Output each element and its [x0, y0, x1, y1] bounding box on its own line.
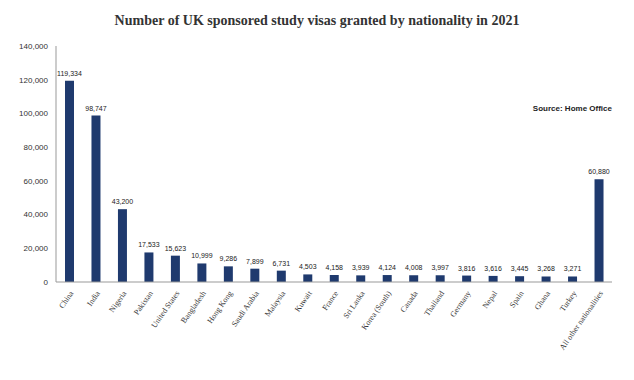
- svg-text:3,616: 3,616: [484, 265, 502, 272]
- svg-text:United States: United States: [149, 289, 181, 329]
- svg-text:Thailand: Thailand: [423, 289, 447, 317]
- svg-text:4,008: 4,008: [405, 264, 423, 271]
- svg-text:Nigeria: Nigeria: [107, 289, 128, 314]
- svg-text:60,000: 60,000: [24, 177, 49, 186]
- svg-text:3,445: 3,445: [511, 265, 529, 272]
- svg-text:3,939: 3,939: [352, 264, 370, 271]
- svg-text:Kuwait: Kuwait: [293, 289, 314, 314]
- svg-text:Korea (South): Korea (South): [360, 289, 394, 332]
- svg-text:Nepal: Nepal: [481, 289, 500, 310]
- svg-text:Turkey: Turkey: [558, 289, 578, 313]
- html-text:Source: Home Office: Source: Home Office: [532, 104, 612, 113]
- svg-text:France: France: [320, 289, 340, 312]
- svg-text:Spain: Spain: [508, 289, 526, 309]
- svg-text:60,880: 60,880: [588, 168, 610, 175]
- svg-text:Malaysia: Malaysia: [263, 289, 287, 319]
- svg-text:3,268: 3,268: [537, 265, 555, 272]
- svg-text:Sri Lanka: Sri Lanka: [341, 289, 367, 320]
- svg-text:98,747: 98,747: [85, 105, 107, 112]
- svg-text:40,000: 40,000: [24, 210, 49, 219]
- svg-text:15,623: 15,623: [165, 245, 187, 252]
- svg-text:4,503: 4,503: [299, 263, 317, 270]
- svg-text:China: China: [57, 289, 76, 310]
- svg-text:India: India: [85, 289, 102, 308]
- svg-text:Hong Kong: Hong Kong: [205, 289, 234, 325]
- svg-text:80,000: 80,000: [24, 143, 49, 152]
- svg-text:100,000: 100,000: [19, 109, 48, 118]
- svg-text:Canada: Canada: [399, 289, 420, 314]
- svg-text:Bangladesh: Bangladesh: [179, 289, 208, 325]
- svg-text:3,816: 3,816: [458, 265, 476, 272]
- svg-text:3,997: 3,997: [431, 264, 449, 271]
- svg-text:All other nationalities: All other nationalities: [558, 289, 605, 351]
- svg-text:119,334: 119,334: [57, 70, 82, 77]
- svg-text:Pakistan: Pakistan: [132, 289, 155, 316]
- svg-text:Germany: Germany: [448, 289, 472, 319]
- svg-text:17,533: 17,533: [138, 241, 160, 248]
- svg-text:120,000: 120,000: [19, 76, 48, 85]
- svg-text:20,000: 20,000: [24, 244, 49, 253]
- svg-text:10,999: 10,999: [191, 252, 213, 259]
- svg-text:0: 0: [44, 278, 49, 287]
- svg-text:9,286: 9,286: [220, 255, 238, 262]
- svg-text:Ghana: Ghana: [533, 289, 553, 312]
- svg-text:6,731: 6,731: [273, 260, 291, 267]
- svg-text:Saudi Arabia: Saudi Arabia: [230, 289, 261, 329]
- html-text:Number of UK sponsored study v: Number of UK sponsored study visas grant…: [114, 13, 520, 28]
- svg-text:3,271: 3,271: [564, 265, 582, 272]
- svg-text:4,158: 4,158: [325, 264, 343, 271]
- svg-text:140,000: 140,000: [19, 42, 48, 51]
- svg-text:4,124: 4,124: [378, 264, 396, 271]
- svg-text:43,200: 43,200: [112, 198, 134, 205]
- svg-text:7,899: 7,899: [246, 258, 264, 265]
